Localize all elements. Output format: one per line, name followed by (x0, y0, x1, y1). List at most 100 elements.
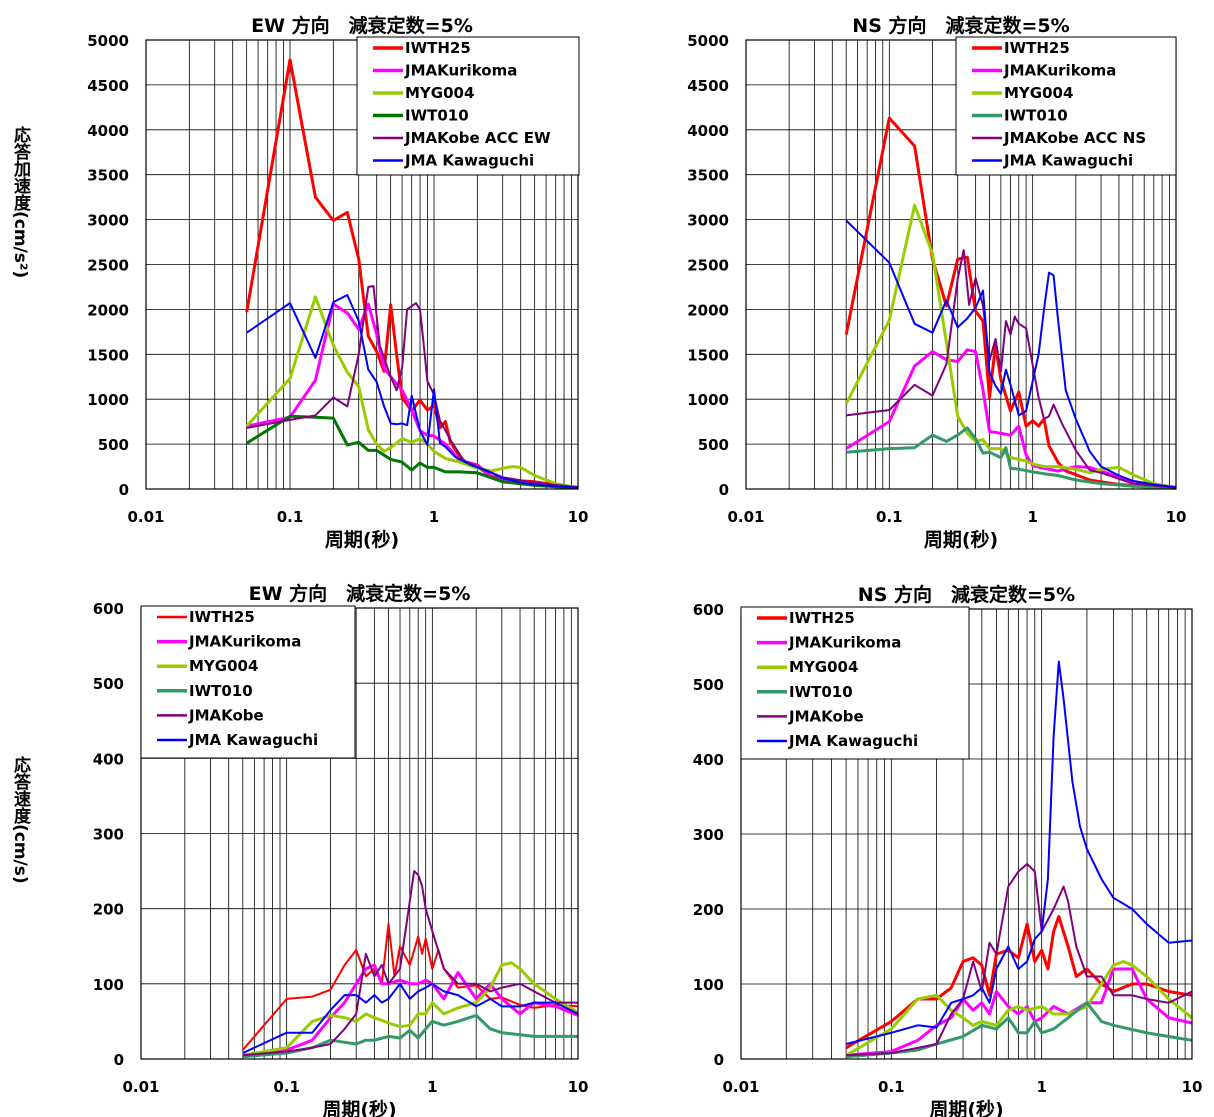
series-line (242, 870, 578, 1057)
y-tick-label: 1500 (687, 346, 729, 364)
chart-ns-velocity: 0 100 200 300 400 500 600 0.01 0.1 1 10 周期(秒) NS 方向 … (693, 583, 1203, 1117)
x-tick-label: 0.1 (876, 508, 903, 526)
y-axis-label-acceleration: 応答加速度(cm/s²) (10, 126, 30, 279)
y-tick-label: 300 (693, 826, 724, 844)
series-line (242, 963, 579, 1057)
legend-label: IWTH25 (1004, 39, 1070, 57)
x-tick-label: 10 (568, 1078, 589, 1096)
y-tick-label: 3000 (687, 212, 729, 230)
y-tick-label: 600 (693, 601, 724, 619)
y-tick-label: 3000 (87, 212, 129, 230)
series-line (846, 863, 1193, 1057)
y-axis-label-velocity: 応答速度(cm/s) (10, 756, 30, 884)
legend-label: JMA Kawaguchi (1003, 152, 1133, 170)
y-tick-label: 400 (93, 750, 124, 768)
series-line (242, 1013, 578, 1059)
legend-label: MYG004 (189, 657, 258, 675)
x-tick-label: 0.01 (722, 1078, 759, 1096)
chart-title: EW 方向 減衰定数=5% (249, 582, 471, 605)
legend (140, 605, 356, 759)
x-tick-label: 0.01 (727, 508, 764, 526)
legend-label: IWTH25 (189, 608, 255, 626)
y-tick-label: 4500 (687, 77, 729, 95)
y-tick-label: 500 (693, 676, 724, 694)
x-axis-title: 周期(秒) (924, 528, 998, 551)
plot-frame (140, 607, 579, 1060)
series-line (846, 249, 1177, 489)
y-tick-label: 300 (93, 826, 124, 844)
series-line (845, 1001, 1193, 1059)
x-tick-label: 10 (1182, 1078, 1203, 1096)
x-axis-title: 周期(秒) (322, 1098, 396, 1117)
legend-label: IWTH25 (789, 609, 855, 627)
y-tick-label: 600 (93, 600, 124, 618)
y-tick-label: 4000 (687, 122, 729, 140)
legend-label: MYG004 (405, 84, 474, 102)
y-tick-label: 500 (93, 675, 124, 693)
y-tick-label: 500 (698, 436, 729, 454)
y-tick-label: 4000 (87, 122, 129, 140)
chart-ew-acceleration: 0 500 1000 1500 2000 2500 3000 3500 4000 4500 5000… (87, 14, 589, 551)
series-line (245, 295, 579, 490)
legend-label: IWT010 (189, 682, 253, 700)
y-tick-label: 5000 (87, 32, 129, 50)
legend-label: JMA Kawaguchi (404, 152, 534, 170)
series-line (846, 426, 1177, 490)
chart-title: NS 方向 減衰定数=5% (852, 14, 1069, 37)
chart-title: NS 方向 減衰定数=5% (858, 583, 1075, 606)
x-tick-label: 0.1 (878, 1078, 905, 1096)
x-tick-label: 0.01 (127, 508, 164, 526)
y-tick-label: 0 (119, 481, 129, 499)
legend-label: MYG004 (1004, 84, 1073, 102)
x-axis-title: 周期(秒) (325, 528, 399, 551)
legend (955, 36, 1177, 176)
series-line (845, 219, 1177, 489)
y-tick-label: 3500 (687, 167, 729, 185)
legend-label: IWTH25 (405, 39, 471, 57)
legend-label: MYG004 (789, 658, 858, 676)
chart-title: EW 方向 減衰定数=5% (251, 14, 473, 37)
legend-label: JMAKurikoma (788, 634, 901, 652)
series-line (845, 348, 1177, 489)
series-line (844, 116, 1177, 490)
chart-ew-velocity: 0 100 200 300 400 500 600 0.01 0.1 1 10 周期(秒) EW 方向 … (93, 582, 589, 1117)
y-tick-label: 100 (693, 976, 724, 994)
y-tick-label: 1000 (87, 391, 129, 409)
series-line (242, 922, 579, 1051)
y-tick-label: 2500 (87, 257, 129, 275)
legend-label: JMAKobe ACC NS (1003, 129, 1146, 147)
y-tick-label: 0 (114, 1051, 124, 1069)
y-tick-label: 1000 (687, 391, 729, 409)
series-line (845, 660, 1193, 1045)
x-tick-label: 0.1 (277, 508, 304, 526)
y-tick-label: 400 (693, 751, 724, 769)
x-tick-label: 10 (568, 508, 589, 526)
legend-label: JMAKobe (188, 706, 264, 724)
x-tick-label: 0.01 (122, 1078, 159, 1096)
y-tick-label: 2000 (87, 301, 129, 319)
series-line (245, 414, 579, 490)
x-axis-title: 周期(秒) (929, 1098, 1003, 1117)
series-line (242, 982, 579, 1054)
y-tick-label: 200 (93, 901, 124, 919)
chart-ns-acceleration: 0 500 1000 1500 2000 2500 3000 3500 4000 4500 5000… (687, 14, 1186, 551)
legend-label: JMAKobe ACC EW (404, 129, 551, 147)
x-tick-label: 1 (429, 508, 439, 526)
legend-label: IWT010 (789, 683, 853, 701)
legend-label: IWT010 (405, 107, 469, 125)
y-tick-label: 500 (98, 436, 129, 454)
legend-label: JMA Kawaguchi (788, 732, 918, 750)
y-tick-label: 2500 (687, 257, 729, 275)
legend-label: JMA Kawaguchi (188, 731, 318, 749)
legend (356, 36, 580, 176)
y-tick-label: 1500 (87, 346, 129, 364)
legend-label: IWT010 (1004, 107, 1068, 125)
legend-label: JMAKurikoma (188, 633, 301, 651)
series-line (242, 961, 579, 1057)
x-tick-label: 0.1 (273, 1078, 300, 1096)
x-tick-label: 1 (1036, 1078, 1046, 1096)
y-tick-label: 100 (93, 976, 124, 994)
y-tick-label: 200 (693, 901, 724, 919)
series-line (246, 294, 579, 489)
y-tick-label: 4500 (87, 77, 129, 95)
